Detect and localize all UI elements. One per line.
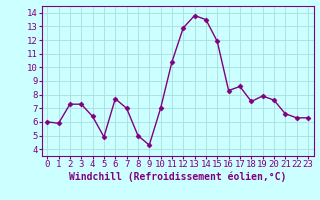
X-axis label: Windchill (Refroidissement éolien,°C): Windchill (Refroidissement éolien,°C) (69, 172, 286, 182)
